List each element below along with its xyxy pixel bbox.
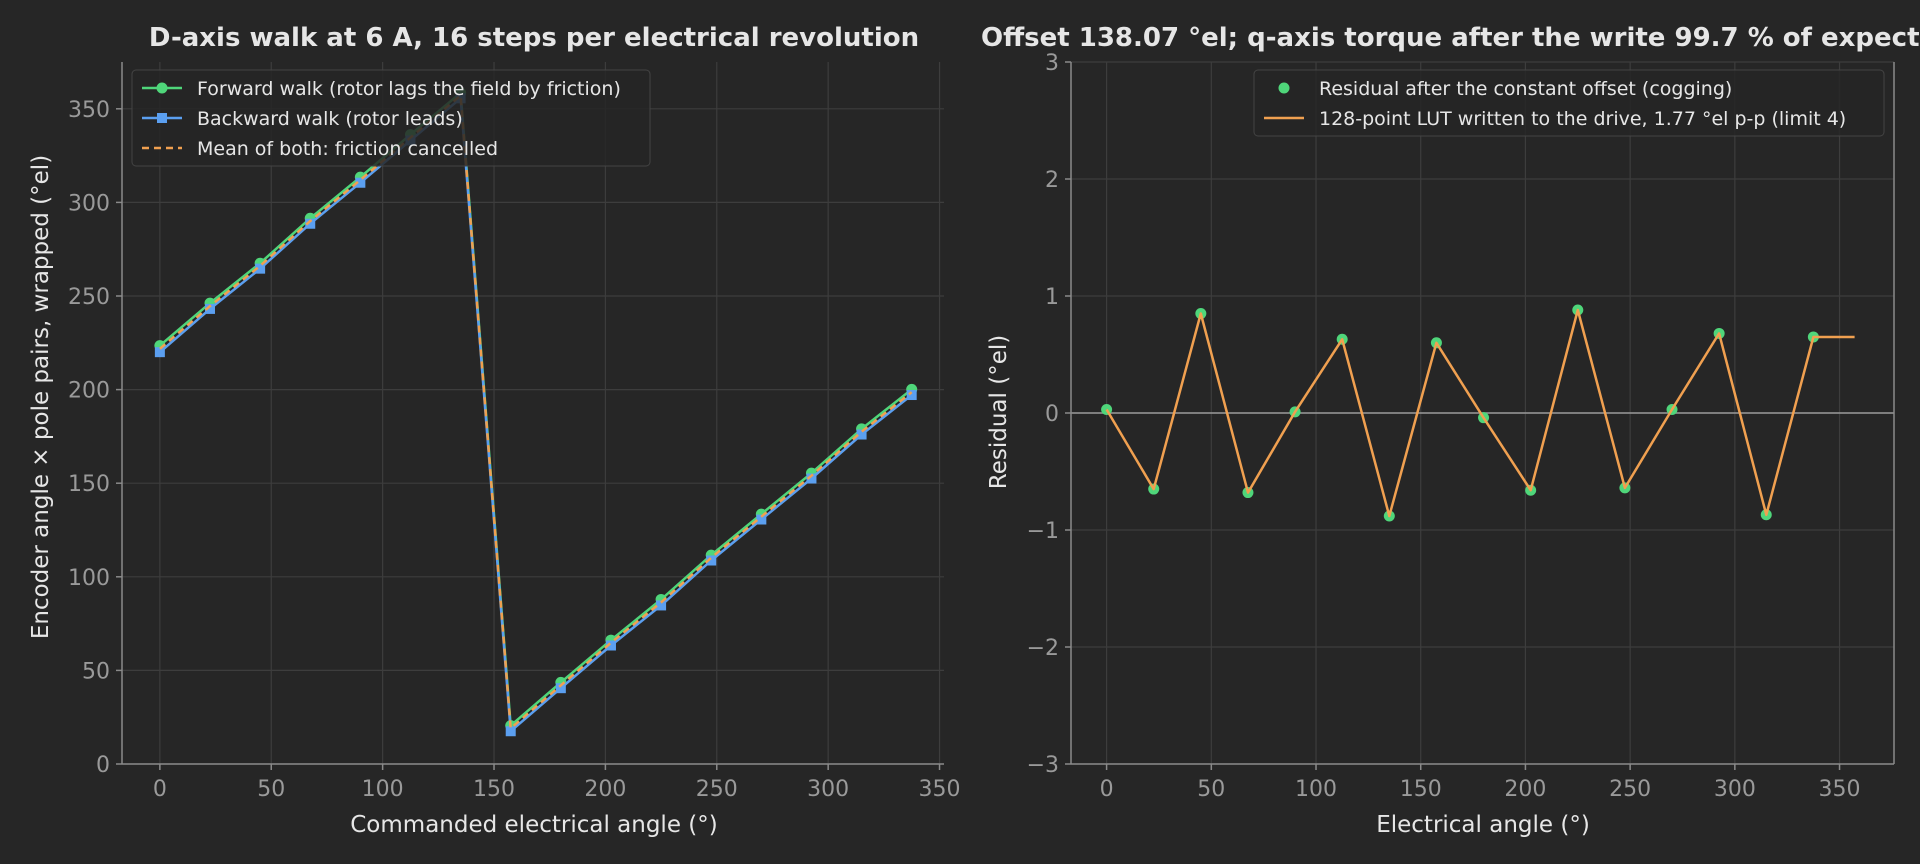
left-chart: D-axis walk at 6 A, 16 steps per electri… (28, 23, 961, 838)
chart0-y-tick-label: 0 (96, 753, 110, 778)
chart0-x-tick-label: 300 (807, 777, 849, 802)
chart0-y-tick-label: 300 (68, 191, 110, 216)
chart1-x-tick-label: 250 (1609, 777, 1651, 802)
chart0-series-1-point (355, 177, 366, 188)
chart0-x-tick-label: 50 (257, 777, 285, 802)
left-chart-ylabel: Encoder angle × pole pairs, wrapped (°el… (28, 155, 54, 639)
chart0-legend-box (131, 69, 651, 167)
chart1-y-tick-label: 3 (1045, 51, 1059, 76)
chart1-legend-label: Residual after the constant offset (cogg… (1319, 78, 1732, 100)
chart0-x-tick-label: 150 (473, 777, 515, 802)
chart0-legend: Forward walk (rotor lags the field by fr… (131, 69, 651, 167)
chart0-series-1-point (806, 473, 817, 484)
chart1-series-1 (1105, 308, 1855, 518)
right-chart: Offset 138.07 °el; q-axis torque after t… (981, 23, 1920, 838)
chart1-legend-label: 128-point LUT written to the drive, 1.77… (1319, 108, 1846, 130)
left-chart-xlabel: Commanded electrical angle (°) (350, 812, 717, 838)
chart1-x-tick-label: 150 (1400, 777, 1442, 802)
chart1-x-tick-label: 300 (1714, 777, 1756, 802)
chart0-series-1-point (505, 726, 516, 737)
chart1-y-tick-label: 2 (1045, 168, 1059, 193)
chart1-y-tick-label: −3 (1027, 753, 1059, 778)
chart1-x-tick-label: 50 (1197, 777, 1225, 802)
chart1-y-tick-label: 0 (1045, 402, 1059, 427)
chart1-y-tick-label: −1 (1027, 519, 1059, 544)
chart1-legend-box (1253, 69, 1885, 137)
chart0-y-tick-label: 350 (68, 98, 110, 123)
chart0-series-1-point (906, 390, 917, 401)
chart0-x-tick-label: 0 (153, 777, 167, 802)
chart1-x-tick-label: 100 (1295, 777, 1337, 802)
right-chart-xlabel: Electrical angle (°) (1376, 812, 1590, 838)
chart1-x-tick-label: 350 (1819, 777, 1861, 802)
chart0-legend-key-marker (157, 113, 167, 123)
chart0-x-tick-label: 200 (584, 777, 626, 802)
chart0-series-1-point (154, 347, 165, 358)
chart0-legend-key-marker (156, 82, 168, 94)
chart0-series-1-point (656, 600, 667, 611)
chart0-series-1-point (706, 555, 717, 566)
chart0-x-tick-label: 100 (362, 777, 404, 802)
chart0-y-tick-label: 150 (68, 472, 110, 497)
chart0-y-tick-label: 200 (68, 379, 110, 404)
chart0-series-2-line (159, 94, 913, 730)
right-chart-title: Offset 138.07 °el; q-axis torque after t… (981, 23, 1920, 53)
chart0-grid (122, 62, 944, 765)
chart1-x-tick-label: 0 (1100, 777, 1114, 802)
right-chart-ylabel: Residual (°el) (986, 335, 1012, 489)
chart1-legend-key-marker (1278, 82, 1290, 94)
chart1-y-tick-label: 1 (1045, 285, 1059, 310)
chart1-series-1-line (1105, 308, 1855, 518)
chart0-y-tick-label: 100 (68, 566, 110, 591)
chart0-series-1-point (255, 263, 266, 274)
chart0-series-1-point (605, 640, 616, 651)
chart0-legend-label: Mean of both: friction cancelled (197, 138, 498, 160)
chart0-series-0-line (159, 91, 913, 727)
chart0-series-1-point (555, 683, 566, 694)
left-chart-title: D-axis walk at 6 A, 16 steps per electri… (149, 23, 919, 53)
chart1-legend: Residual after the constant offset (cogg… (1253, 69, 1885, 137)
chart0-series-1 (154, 93, 917, 737)
chart0-x-tick-label: 250 (696, 777, 738, 802)
chart0-series-2 (159, 94, 913, 730)
chart0-y-tick-label: 250 (68, 285, 110, 310)
chart1-x-tick-label: 200 (1504, 777, 1546, 802)
chart0-legend-label: Backward walk (rotor leads) (197, 108, 463, 130)
chart0-series-1-point (856, 429, 867, 440)
chart0-series-1-point (305, 218, 316, 229)
chart1-y-tick-label: −2 (1027, 636, 1059, 661)
chart0-series-1-point (756, 514, 767, 525)
chart0-x-tick-label: 350 (919, 777, 961, 802)
chart0-series-1-line (159, 97, 913, 733)
chart0-y-tick-label: 50 (82, 659, 110, 684)
chart0-series-0 (154, 87, 918, 732)
chart0-series-1-point (204, 303, 215, 314)
chart1-series-0-point (1101, 403, 1113, 415)
chart0-legend-label: Forward walk (rotor lags the field by fr… (197, 78, 621, 100)
